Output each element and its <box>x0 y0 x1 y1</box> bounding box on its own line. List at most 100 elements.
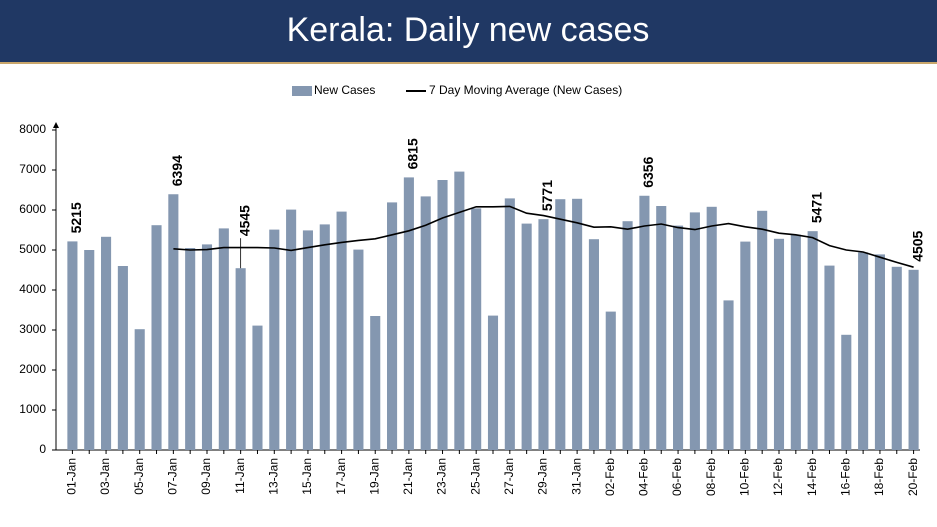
x-tick-label: 09-Jan <box>199 458 213 495</box>
header-rule <box>0 62 937 64</box>
data-label: 5215 <box>68 202 84 233</box>
bar <box>117 266 128 450</box>
bar <box>740 241 751 450</box>
y-axis-arrow <box>53 122 59 128</box>
bar <box>487 315 499 450</box>
bar <box>370 316 381 450</box>
x-tick-label: 08-Feb <box>704 458 718 496</box>
bar <box>454 171 465 450</box>
y-tick-label: 6000 <box>19 202 46 216</box>
bar <box>134 329 145 450</box>
bar <box>874 254 885 450</box>
bar <box>286 209 297 450</box>
x-tick-label: 18-Feb <box>872 458 886 496</box>
bar <box>471 208 482 450</box>
bar <box>723 300 734 450</box>
x-tick-label: 31-Jan <box>569 458 583 495</box>
bar <box>84 250 95 450</box>
bar <box>588 239 599 450</box>
x-tick-label: 04-Feb <box>637 458 651 496</box>
y-tick-label: 4000 <box>19 282 46 296</box>
bar <box>235 268 246 450</box>
bar <box>790 234 801 450</box>
legend-label: New Cases <box>314 83 375 97</box>
x-tick-label: 12-Feb <box>771 458 785 496</box>
data-label: 6815 <box>405 138 421 169</box>
bar <box>807 231 818 450</box>
x-tick-label: 14-Feb <box>805 458 819 496</box>
x-tick-label: 11-Jan <box>233 458 247 494</box>
moving-average-line <box>173 205 914 268</box>
bar <box>403 177 414 450</box>
header-bar <box>0 0 937 62</box>
chart-title: Kerala: Daily new cases <box>287 11 650 49</box>
y-tick-label: 7000 <box>19 162 46 176</box>
y-tick-label: 5000 <box>19 242 46 256</box>
data-label: 6356 <box>640 156 656 187</box>
bar <box>319 224 330 450</box>
bar <box>891 266 902 450</box>
x-tick-label: 05-Jan <box>132 458 146 495</box>
bar <box>521 223 532 450</box>
bar <box>168 194 179 450</box>
bar <box>706 206 717 450</box>
bar <box>336 211 347 450</box>
data-label: 5471 <box>808 192 824 223</box>
bar <box>185 248 196 450</box>
bar <box>437 180 448 450</box>
data-label: 4545 <box>236 205 252 236</box>
bar <box>639 195 650 450</box>
x-tick-label: 27-Jan <box>502 458 516 495</box>
bar <box>67 241 78 450</box>
bar <box>302 230 313 450</box>
x-tick-label: 03-Jan <box>98 458 112 495</box>
bar <box>858 252 869 450</box>
data-label: 4505 <box>909 230 925 261</box>
y-tick-label: 0 <box>39 442 46 456</box>
bar <box>841 334 852 450</box>
legend-label: 7 Day Moving Average (New Cases) <box>429 83 622 97</box>
x-tick-label: 13-Jan <box>266 458 280 495</box>
x-tick-label: 15-Jan <box>300 458 314 495</box>
bar <box>555 199 566 450</box>
x-tick-label: 23-Jan <box>435 458 449 495</box>
bar <box>689 212 700 450</box>
x-tick-label: 16-Feb <box>838 458 852 496</box>
bar <box>572 198 583 450</box>
y-tick-label: 8000 <box>19 122 46 136</box>
bar <box>353 249 364 450</box>
x-tick-label: 02-Feb <box>603 458 617 496</box>
x-tick-label: 07-Jan <box>166 458 180 495</box>
x-tick-label: 21-Jan <box>401 458 415 495</box>
bar <box>622 221 633 450</box>
bar <box>605 311 616 450</box>
bar <box>252 325 263 450</box>
x-tick-label: 06-Feb <box>670 458 684 496</box>
x-tick-label: 20-Feb <box>906 458 920 496</box>
bar <box>773 238 785 450</box>
bar <box>420 196 431 450</box>
y-tick-label: 3000 <box>19 322 46 336</box>
bar <box>151 225 162 450</box>
bar <box>101 236 112 450</box>
bar <box>218 228 229 450</box>
data-label: 6394 <box>169 155 185 186</box>
bar <box>269 229 280 450</box>
x-tick-label: 01-Jan <box>65 458 79 495</box>
bar <box>824 265 835 450</box>
bar <box>673 225 684 450</box>
x-tick-label: 29-Jan <box>536 458 550 495</box>
legend-swatch <box>292 86 312 96</box>
x-tick-label: 17-Jan <box>334 458 348 495</box>
bar <box>757 210 768 450</box>
bar <box>908 269 919 450</box>
bar <box>538 219 549 450</box>
y-tick-label: 1000 <box>19 402 46 416</box>
x-tick-label: 10-Feb <box>738 458 752 496</box>
bar <box>504 198 515 450</box>
x-tick-label: 25-Jan <box>468 458 482 495</box>
y-tick-label: 2000 <box>19 362 46 376</box>
bar <box>201 244 213 450</box>
